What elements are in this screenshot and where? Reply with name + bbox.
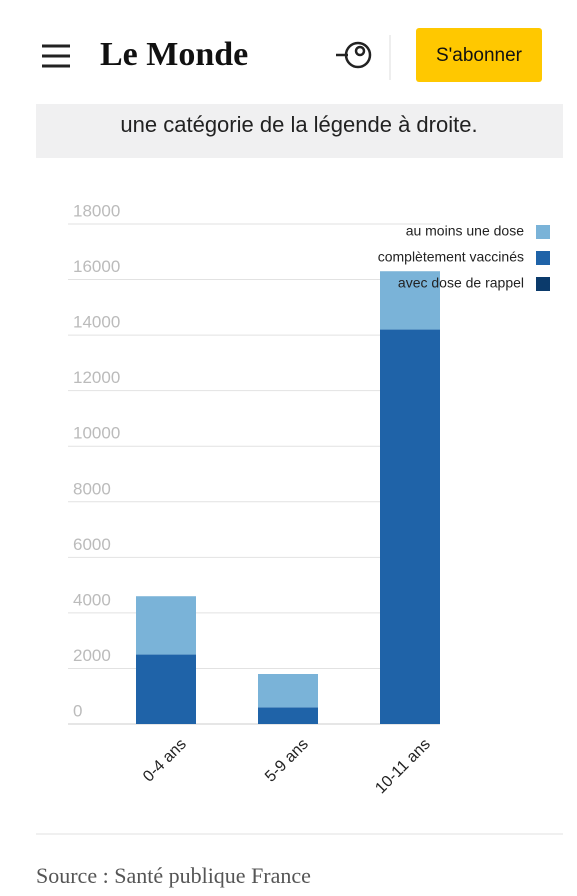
y-tick-label: 0	[73, 701, 82, 720]
legend-label: complètement vaccinés	[378, 249, 524, 265]
legend-label: avec dose de rappel	[398, 275, 524, 291]
bar-segment	[380, 271, 440, 330]
login-icon[interactable]	[336, 41, 372, 69]
y-tick-label: 8000	[73, 479, 111, 498]
y-tick-label: 10000	[73, 424, 120, 443]
y-tick-label: 18000	[73, 201, 120, 220]
y-tick-label: 14000	[73, 313, 120, 332]
y-tick-label: 12000	[73, 368, 120, 387]
menu-icon[interactable]	[42, 44, 70, 68]
y-tick-label: 2000	[73, 646, 111, 665]
bar-segment	[136, 654, 196, 724]
bar-segment	[258, 707, 318, 724]
x-tick-label: 0-4 ans	[140, 736, 190, 786]
bar-segment	[380, 329, 440, 724]
legend-label: au moins une dose	[406, 223, 525, 239]
y-tick-label: 16000	[73, 257, 120, 276]
source: Source : Santé publique France	[36, 863, 311, 888]
legend-swatch	[536, 225, 550, 239]
subscribe-button[interactable]	[416, 28, 542, 82]
x-tick-label: 10-11 ans	[372, 736, 434, 798]
bar-segment	[258, 674, 318, 708]
intro-text: une catégorie de la légende à droite.	[120, 112, 477, 137]
y-tick-label: 4000	[73, 590, 111, 609]
subscribe-label[interactable]: S'abonner	[436, 45, 523, 66]
bar-segment	[136, 596, 196, 655]
legend-swatch	[536, 277, 550, 291]
legend-swatch	[536, 251, 550, 265]
intro-box	[36, 104, 563, 158]
logo[interactable]: Le Monde	[100, 36, 248, 73]
x-tick-label: 5-9 ans	[262, 736, 312, 786]
y-tick-label: 6000	[73, 535, 111, 554]
